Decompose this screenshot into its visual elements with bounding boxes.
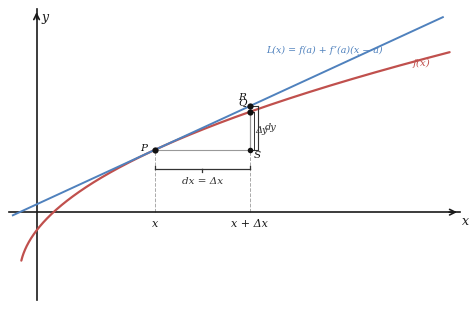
Text: S: S xyxy=(254,151,261,160)
Text: y: y xyxy=(42,11,49,24)
Text: x: x xyxy=(462,215,468,228)
Text: Δy: Δy xyxy=(255,126,267,135)
Text: x + Δx: x + Δx xyxy=(231,219,268,229)
Text: P: P xyxy=(140,144,147,153)
Text: R: R xyxy=(238,93,246,102)
Text: Q: Q xyxy=(239,98,247,107)
Text: x: x xyxy=(152,219,158,229)
Text: dy: dy xyxy=(264,124,276,132)
Text: f(x): f(x) xyxy=(412,58,430,67)
Text: dx = Δx: dx = Δx xyxy=(182,177,223,186)
Text: L(x) = f(a) + f’(a)(x − a): L(x) = f(a) + f’(a)(x − a) xyxy=(266,46,383,55)
